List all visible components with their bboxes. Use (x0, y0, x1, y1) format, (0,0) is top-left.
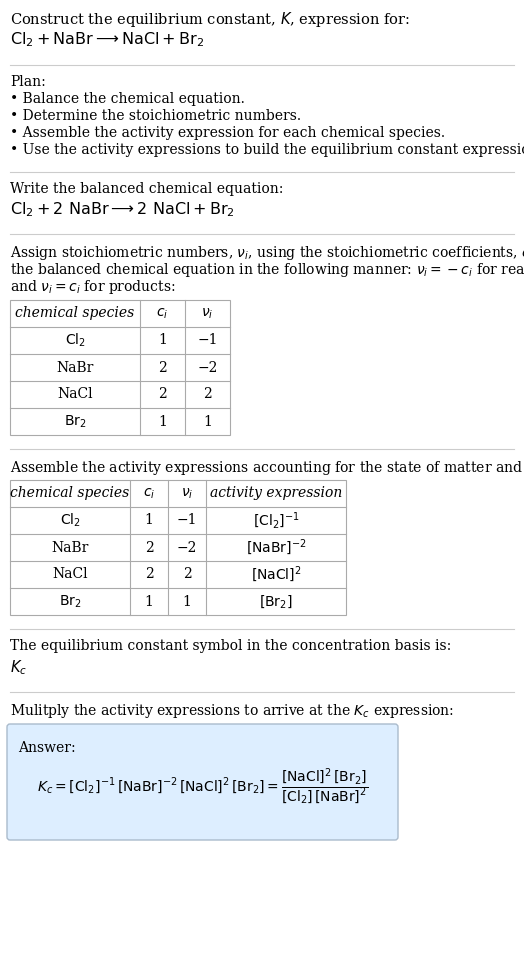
Text: $K_c = [\mathrm{Cl_2}]^{-1}\,[\mathrm{NaBr}]^{-2}\,[\mathrm{NaCl}]^{2}\,[\mathrm: $K_c = [\mathrm{Cl_2}]^{-1}\,[\mathrm{Na… (37, 767, 368, 807)
Text: Assign stoichiometric numbers, $\nu_i$, using the stoichiometric coefficients, $: Assign stoichiometric numbers, $\nu_i$, … (10, 244, 524, 262)
Text: chemical species: chemical species (15, 306, 135, 321)
Text: Mulitply the activity expressions to arrive at the $K_c$ expression:: Mulitply the activity expressions to arr… (10, 702, 454, 720)
FancyBboxPatch shape (7, 724, 398, 840)
Text: 1: 1 (158, 414, 167, 429)
Text: $\mathrm{Cl_2 + 2\ NaBr \longrightarrow 2\ NaCl + Br_2}$: $\mathrm{Cl_2 + 2\ NaBr \longrightarrow … (10, 200, 235, 219)
Text: the balanced chemical equation in the following manner: $\nu_i = -c_i$ for react: the balanced chemical equation in the fo… (10, 261, 524, 279)
Text: $c_i$: $c_i$ (156, 306, 169, 321)
Text: −2: −2 (177, 541, 197, 554)
Text: and $\nu_i = c_i$ for products:: and $\nu_i = c_i$ for products: (10, 278, 176, 296)
Text: NaBr: NaBr (56, 361, 94, 374)
Text: $\mathrm{Cl_2}$: $\mathrm{Cl_2}$ (60, 512, 81, 529)
Text: 1: 1 (145, 594, 154, 609)
Bar (10, 480, 346, 615)
Text: Plan:: Plan: (10, 75, 46, 89)
Text: $\nu_i$: $\nu_i$ (181, 486, 193, 501)
Text: $\mathrm{Cl_2 + NaBr \longrightarrow NaCl + Br_2}$: $\mathrm{Cl_2 + NaBr \longrightarrow NaC… (10, 30, 204, 49)
Text: 2: 2 (145, 568, 154, 582)
Text: The equilibrium constant symbol in the concentration basis is:: The equilibrium constant symbol in the c… (10, 639, 451, 653)
Text: $\mathrm{Cl_2}$: $\mathrm{Cl_2}$ (64, 332, 85, 349)
Text: 2: 2 (158, 388, 167, 402)
Text: 2: 2 (145, 541, 154, 554)
Text: $c_i$: $c_i$ (143, 486, 155, 501)
Bar (10, 300, 230, 435)
Text: −2: −2 (198, 361, 217, 374)
Text: Write the balanced chemical equation:: Write the balanced chemical equation: (10, 182, 283, 196)
Text: $\nu_i$: $\nu_i$ (201, 306, 214, 321)
Text: 1: 1 (145, 514, 154, 527)
Text: 2: 2 (203, 388, 212, 402)
Text: Answer:: Answer: (18, 741, 75, 755)
Text: 2: 2 (183, 568, 191, 582)
Text: Construct the equilibrium constant, $K$, expression for:: Construct the equilibrium constant, $K$,… (10, 10, 410, 29)
Text: −1: −1 (177, 514, 197, 527)
Text: $[\mathrm{Br_2}]$: $[\mathrm{Br_2}]$ (259, 593, 293, 610)
Text: 2: 2 (158, 361, 167, 374)
Text: • Use the activity expressions to build the equilibrium constant expression.: • Use the activity expressions to build … (10, 143, 524, 157)
Text: $\mathrm{Br_2}$: $\mathrm{Br_2}$ (64, 413, 86, 430)
Text: $[\mathrm{NaBr}]^{-2}$: $[\mathrm{NaBr}]^{-2}$ (246, 538, 306, 557)
Text: $K_c$: $K_c$ (10, 658, 27, 677)
Text: $[\mathrm{NaCl}]^{2}$: $[\mathrm{NaCl}]^{2}$ (250, 565, 301, 585)
Text: chemical species: chemical species (10, 486, 129, 501)
Text: $[\mathrm{Cl_2}]^{-1}$: $[\mathrm{Cl_2}]^{-1}$ (253, 510, 299, 531)
Text: Assemble the activity expressions accounting for the state of matter and $\nu_i$: Assemble the activity expressions accoun… (10, 459, 524, 477)
Text: 1: 1 (203, 414, 212, 429)
Text: 1: 1 (182, 594, 191, 609)
Text: • Determine the stoichiometric numbers.: • Determine the stoichiometric numbers. (10, 109, 301, 123)
Text: NaBr: NaBr (51, 541, 89, 554)
Text: $\mathrm{Br_2}$: $\mathrm{Br_2}$ (59, 593, 81, 610)
Text: 1: 1 (158, 333, 167, 347)
Text: −1: −1 (197, 333, 218, 347)
Text: • Assemble the activity expression for each chemical species.: • Assemble the activity expression for e… (10, 126, 445, 140)
Text: NaCl: NaCl (57, 388, 93, 402)
Text: NaCl: NaCl (52, 568, 88, 582)
Text: • Balance the chemical equation.: • Balance the chemical equation. (10, 92, 245, 106)
Text: activity expression: activity expression (210, 486, 342, 501)
